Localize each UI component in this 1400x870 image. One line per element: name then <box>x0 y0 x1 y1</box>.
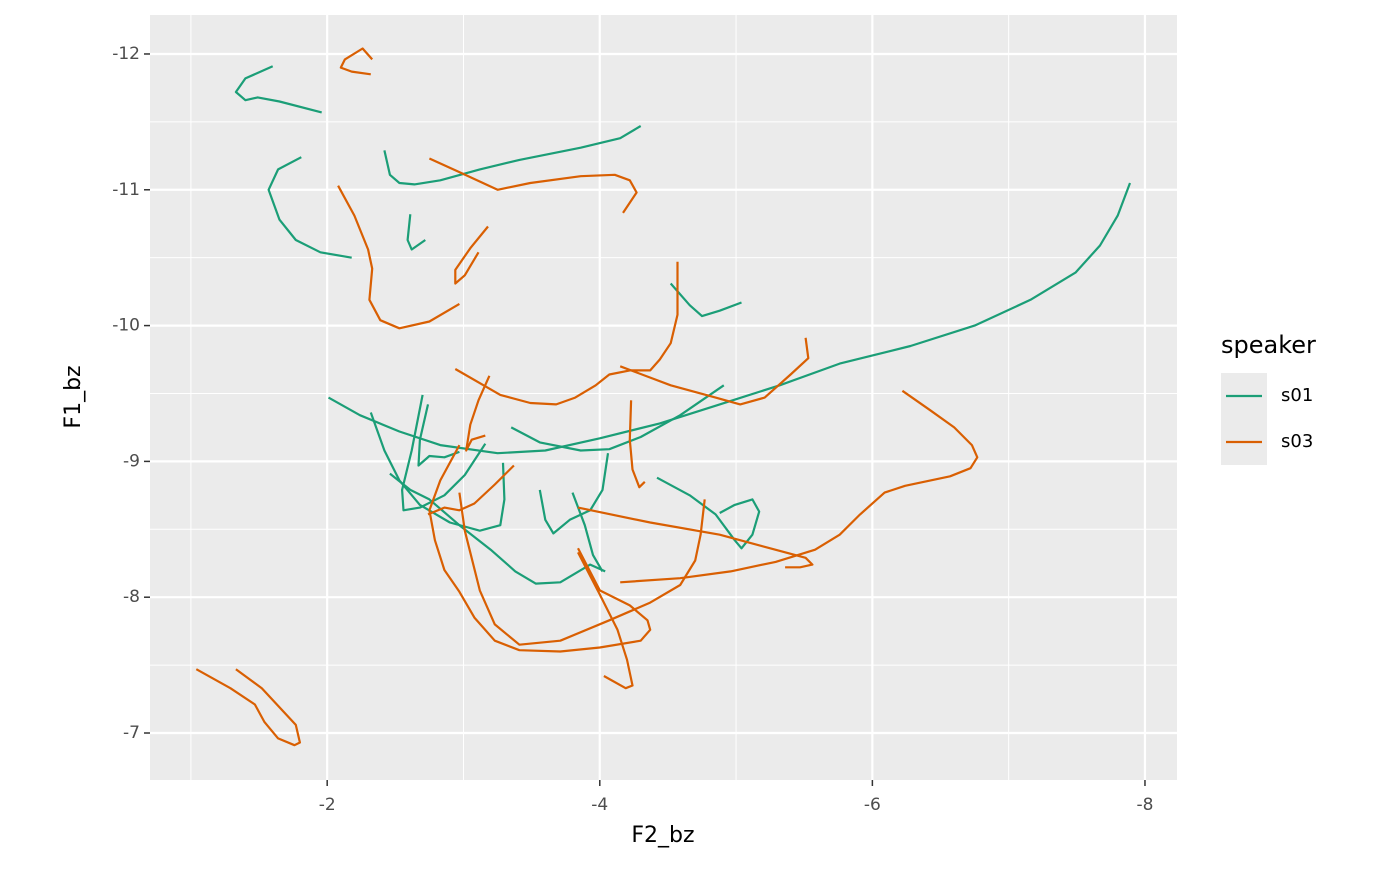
trajectory <box>339 47 374 76</box>
trajectory <box>327 182 1132 455</box>
legend-label: s03 <box>1281 431 1313 452</box>
trajectory <box>234 65 322 114</box>
x-axis-title: F2_bz <box>631 823 694 848</box>
trajectory <box>628 400 646 489</box>
y-tick-label: -9 <box>123 451 140 471</box>
trajectory <box>406 214 426 251</box>
trajectory <box>454 225 489 285</box>
trajectory <box>620 389 979 584</box>
trajectory <box>383 125 642 186</box>
trajectory <box>577 551 634 690</box>
x-tick-label: -8 <box>1136 795 1153 815</box>
legend-title: speaker <box>1221 331 1316 359</box>
x-tick-label: -6 <box>864 795 881 815</box>
trajectory <box>538 453 610 535</box>
trajectory <box>369 412 506 532</box>
trajectory <box>571 492 604 572</box>
trajectory <box>337 185 460 330</box>
trajectory <box>669 282 742 318</box>
trajectory <box>465 375 491 452</box>
trajectory <box>458 492 706 646</box>
y-tick-label: -12 <box>112 44 140 64</box>
y-tick-label: -8 <box>123 587 140 607</box>
trajectory <box>195 668 301 747</box>
x-tick-label: -4 <box>591 795 608 815</box>
x-tick-label: -2 <box>319 795 336 815</box>
legend-key-background <box>1221 373 1267 465</box>
legend-label: s01 <box>1281 385 1313 406</box>
trajectory <box>417 404 460 467</box>
trajectory <box>267 156 352 259</box>
y-tick-label: -10 <box>112 316 140 336</box>
trajectory <box>619 337 810 406</box>
trajectory <box>427 464 515 516</box>
trajectory <box>428 157 638 214</box>
y-axis-title: F1_bz <box>61 365 86 428</box>
y-tick-label: -7 <box>123 723 140 743</box>
trajectory <box>428 444 652 653</box>
trajectory <box>577 506 814 569</box>
trajectory <box>389 472 606 585</box>
trajectory <box>401 394 487 512</box>
trajectory <box>454 261 679 406</box>
panel <box>150 15 1177 780</box>
trajectory <box>510 384 725 452</box>
y-tick-label: -11 <box>112 180 140 200</box>
